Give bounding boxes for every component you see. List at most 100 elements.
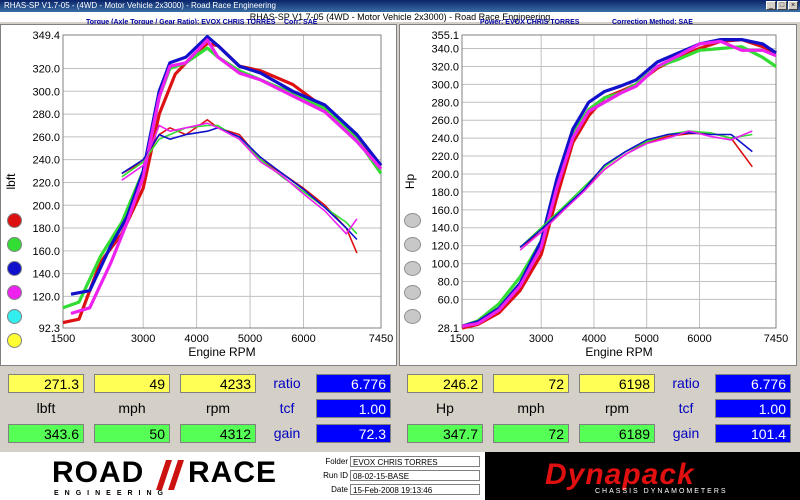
swatch-yellow[interactable]	[7, 333, 22, 348]
tcf-label: tcf	[678, 400, 694, 416]
y-tick-label: 355.1	[431, 30, 459, 42]
swatch-cyan[interactable]	[7, 309, 22, 324]
readout-rpm-peak: 4312	[180, 424, 256, 443]
series-line-green	[121, 124, 358, 235]
y-tick-label: 220.0	[431, 151, 459, 163]
power-chart-panel: 1500 3000 4000 5000 6000 7450 28.1 60.0 80.0 100.…	[399, 24, 797, 366]
swatch-slot-4[interactable]	[404, 285, 421, 300]
ratio-label: ratio	[273, 375, 301, 391]
readout-lbft-peak: 343.6	[8, 424, 84, 443]
y-tick-label: 300.0	[431, 79, 459, 91]
y-tick-label: 92.3	[39, 323, 60, 335]
readout-rpm-cursor: 4233	[180, 374, 256, 393]
swatch-magenta[interactable]	[7, 285, 22, 300]
series-line-magenta	[461, 39, 777, 328]
y-tick-label: 180.0	[431, 187, 459, 199]
swatch-blue[interactable]	[7, 261, 22, 276]
power-header: Power: EVOX CHRIS TORRES	[480, 19, 580, 26]
swatch-red[interactable]	[7, 213, 22, 228]
series-line-magenta	[121, 122, 358, 235]
torque-corr: Corr: SAE	[284, 19, 318, 26]
dynapack-tag: CHASSIS DYNAMOMETERS	[595, 488, 728, 495]
unit-hp: Hp	[436, 400, 454, 416]
x-tick-label: 4000	[184, 333, 208, 345]
y-axis-label: lbft	[4, 173, 18, 190]
y-tick-label: 349.4	[32, 30, 60, 42]
plot-frame	[62, 34, 382, 329]
x-tick-label: 6000	[687, 333, 711, 345]
x-tick-label: 3000	[529, 333, 553, 345]
torque-header: Torque (Axle Torque / Gear Ratio): EVOX …	[86, 19, 276, 26]
logo-slash-icon	[156, 460, 184, 490]
x-axis-label: Engine RPM	[585, 345, 652, 359]
x-axis-label: Engine RPM	[188, 345, 255, 359]
gain-value: 72.3	[316, 424, 391, 443]
series-line-magenta	[70, 38, 383, 316]
y-tick-label: 340.0	[431, 44, 459, 56]
x-tick-label: 3000	[131, 333, 155, 345]
swatch-slot-1[interactable]	[404, 213, 421, 228]
minimize-icon[interactable]: _	[766, 1, 776, 10]
maximize-icon[interactable]: □	[777, 1, 787, 10]
swatch-green[interactable]	[7, 237, 22, 252]
y-tick-label: 200.0	[32, 200, 60, 212]
series-line-red	[461, 38, 777, 330]
x-tick-label: 1500	[450, 333, 474, 345]
readout-hp-cursor: 246.2	[407, 374, 483, 393]
ratio-value: 6.776	[316, 374, 391, 393]
y-tick-label: 280.0	[431, 97, 459, 109]
series-line-magenta	[519, 130, 753, 251]
readout-mph-peak: 50	[94, 424, 170, 443]
y-tick-label: 260.0	[431, 115, 459, 127]
gain-value: 101.4	[715, 424, 791, 443]
close-icon[interactable]: ×	[788, 1, 798, 10]
tcf-value: 1.00	[715, 399, 791, 418]
unit-rpm: rpm	[604, 400, 630, 416]
plot-frame	[461, 34, 777, 329]
y-tick-label: 140.0	[32, 269, 60, 281]
y-tick-label: 100.0	[431, 259, 459, 271]
road-race-logo: ROAD RACE ENGINEERING	[50, 456, 280, 498]
torque-chart[interactable]: 1500 3000 4000 5000 6000 7450 92.3 120.0 140.0 16…	[1, 25, 398, 367]
swatch-slot-5[interactable]	[404, 309, 421, 324]
y-tick-label: 280.0	[32, 109, 60, 121]
y-tick-label: 80.0	[438, 276, 459, 288]
tcf-value: 1.00	[316, 399, 391, 418]
unit-mph: mph	[517, 400, 545, 416]
swatch-slot-2[interactable]	[404, 237, 421, 252]
unit-mph: mph	[118, 400, 146, 416]
readout-rpm-cursor: 6198	[579, 374, 655, 393]
unit-rpm: rpm	[205, 400, 231, 416]
y-tick-label: 320.0	[32, 64, 60, 76]
y-tick-label: 28.1	[438, 323, 459, 335]
readout-hp-peak: 347.7	[407, 424, 483, 443]
series-line-green	[461, 45, 777, 328]
series-line-green	[62, 46, 383, 310]
x-tick-label: 5000	[238, 333, 262, 345]
date-label: Date	[331, 485, 348, 494]
series-line-red	[121, 119, 358, 254]
y-tick-label: 60.0	[438, 294, 459, 306]
x-tick-label: 4000	[582, 333, 606, 345]
y-tick-label: 260.0	[32, 132, 60, 144]
y-tick-label: 240.0	[32, 155, 60, 167]
x-tick-label: 7450	[369, 333, 393, 345]
tcf-label: tcf	[279, 400, 295, 416]
unit-lbft: lbft	[36, 400, 56, 416]
folder-value[interactable]: EVOX CHRIS TORRES	[350, 456, 480, 467]
runid-value[interactable]: 08-02-15-BASE	[350, 470, 480, 481]
runid-label: Run ID	[323, 471, 348, 480]
x-tick-label: 6000	[291, 333, 315, 345]
readout-mph-cursor: 72	[493, 374, 569, 393]
series-line-blue	[519, 132, 753, 249]
power-chart[interactable]: 1500 3000 4000 5000 6000 7450 28.1 60.0 80.0 100.…	[400, 25, 798, 367]
readout-mph-cursor: 49	[94, 374, 170, 393]
y-tick-label: 180.0	[32, 223, 60, 235]
y-tick-label: 160.0	[431, 205, 459, 217]
x-tick-label: 7450	[764, 333, 788, 345]
window-title: RHAS-SP V1.7-05 - (4WD - Motor Vehicle 2…	[4, 1, 276, 10]
app-title: RHAS-SP V1.7-05 (4WD - Motor Vehicle 2x3…	[0, 12, 800, 22]
footer: ROAD RACE ENGINEERING Folder EVOX CHRIS …	[0, 452, 800, 500]
swatch-slot-3[interactable]	[404, 261, 421, 276]
x-tick-label: 5000	[634, 333, 658, 345]
